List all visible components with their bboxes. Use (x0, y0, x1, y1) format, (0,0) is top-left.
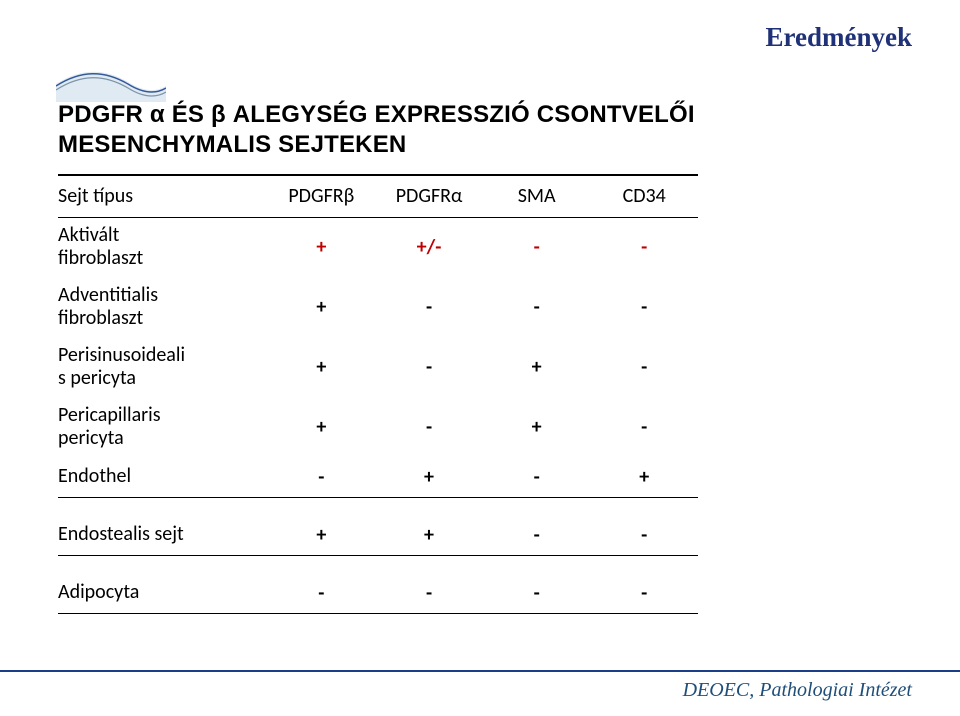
row-value: - (375, 573, 483, 613)
col-celltype: Sejt típus (58, 175, 267, 217)
row-value: - (483, 217, 591, 277)
table-row: Adventitialisfibroblaszt+--- (58, 277, 698, 337)
table-spacer (58, 555, 698, 573)
decor-waves-icon (56, 62, 166, 102)
row-value: - (590, 397, 698, 457)
row-value: - (375, 277, 483, 337)
col-cd34: CD34 (590, 175, 698, 217)
table-spacer (58, 497, 698, 515)
row-value: + (267, 337, 375, 397)
footer-rule (0, 670, 960, 672)
row-value: + (375, 457, 483, 497)
row-value: - (590, 217, 698, 277)
row-value: - (267, 457, 375, 497)
row-value: - (590, 277, 698, 337)
row-label: Aktiváltfibroblaszt (58, 217, 267, 277)
col-sma: SMA (483, 175, 591, 217)
title-line2: MESENCHYMALIS SEJTEKEN (58, 131, 406, 158)
row-value: - (267, 573, 375, 613)
row-value: - (483, 457, 591, 497)
table-row: Aktiváltfibroblaszt++/--- (58, 217, 698, 277)
row-value: - (375, 397, 483, 457)
row-label: Pericapillarispericyta (58, 397, 267, 457)
row-value: - (590, 337, 698, 397)
page-title: PDGFR α ÉS β ALEGYSÉG EXPRESSZIÓ CSONTVE… (58, 100, 902, 160)
row-value: + (267, 217, 375, 277)
col-pdgfra: PDGFRα (375, 175, 483, 217)
expression-table: Sejt típus PDGFRβ PDGFRα SMA CD34 Aktivá… (58, 174, 698, 614)
row-value: + (375, 515, 483, 555)
table-row: Adipocyta---- (58, 573, 698, 613)
row-value: - (483, 515, 591, 555)
section-title: Eredmények (766, 22, 913, 53)
row-label: Endothel (58, 457, 267, 497)
row-value: + (267, 515, 375, 555)
row-value: - (375, 337, 483, 397)
row-label: Endostealis sejt (58, 515, 267, 555)
table-head: Sejt típus PDGFRβ PDGFRα SMA CD34 (58, 175, 698, 217)
row-value: + (267, 397, 375, 457)
row-value: - (483, 277, 591, 337)
row-value: + (483, 337, 591, 397)
col-pdgfrb: PDGFRβ (267, 175, 375, 217)
table-body: Aktiváltfibroblaszt++/---Adventitialisfi… (58, 217, 698, 613)
table-row: Endostealis sejt++-- (58, 515, 698, 555)
slide: Eredmények PDGFR α ÉS β ALEGYSÉG EXPRESS… (0, 0, 960, 716)
row-value: - (590, 515, 698, 555)
footer-credit: DEOEC, Pathologiai Intézet (683, 679, 912, 702)
row-value: + (483, 397, 591, 457)
row-value: - (590, 573, 698, 613)
table-row: Perisinusoidealis pericyta+-+- (58, 337, 698, 397)
row-value: + (590, 457, 698, 497)
table-row: Endothel-+-+ (58, 457, 698, 497)
row-value: +/- (375, 217, 483, 277)
row-label: Perisinusoidealis pericyta (58, 337, 267, 397)
table-row: Pericapillarispericyta+-+- (58, 397, 698, 457)
row-label: Adipocyta (58, 573, 267, 613)
title-line1: PDGFR α ÉS β ALEGYSÉG EXPRESSZIÓ CSONTVE… (58, 101, 695, 128)
row-value: - (483, 573, 591, 613)
row-value: + (267, 277, 375, 337)
row-label: Adventitialisfibroblaszt (58, 277, 267, 337)
